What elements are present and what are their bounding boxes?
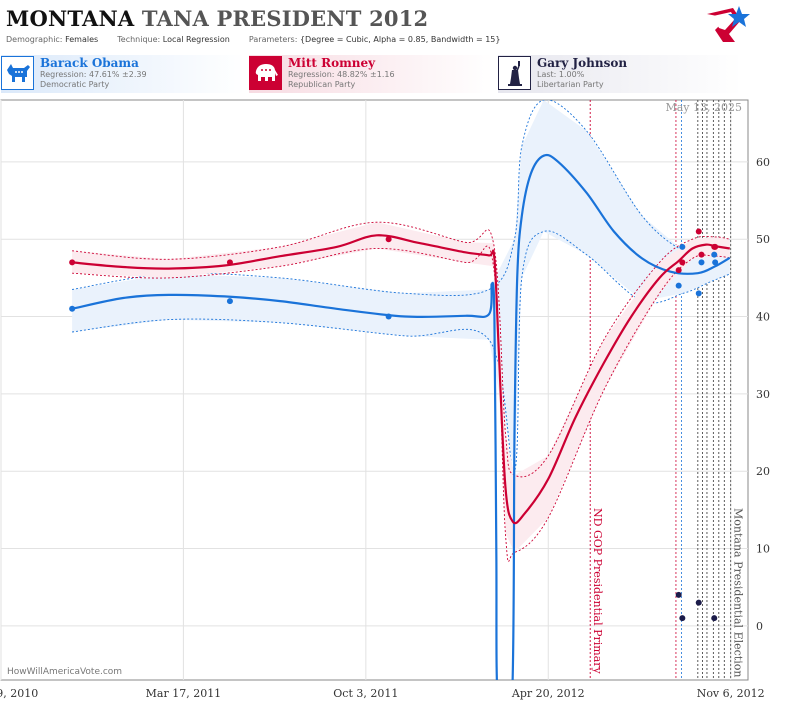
poll-point-barack-obama [711,251,718,258]
y-tick-label: 10 [756,543,770,556]
y-tick-label: 20 [756,465,770,478]
event-line-label: Montana Presidential Election [732,508,745,677]
poll-point-mitt-romney [69,259,76,266]
poll-chart: 0 10 20 30 40 50 60 Aug 29, 2010 Mar 17, 2011 Oct… [0,99,770,700]
demographic-value: Females [65,35,99,44]
chart-header: MONTANA TANA PRESIDENT 2012 Demographic:… [0,0,789,52]
poll-point-mitt-romney [679,259,686,266]
candidate-party: Democratic Party [40,80,110,89]
candidate-name: Barack Obama [40,56,139,70]
y-tick-label: 30 [756,388,770,401]
x-tick-label: Mar 17, 2011 [146,687,222,700]
candidate-name: Gary Johnson [537,56,628,70]
chart-parameters: Demographic: Females Technique: Local Re… [6,35,500,44]
parameters-label: Parameters: [248,35,298,44]
poll-point-barack-obama [385,313,392,320]
candidate-stat: Last: 1.00% [537,70,585,79]
poll-point-barack-obama [226,298,233,305]
candidate-card-obama[interactable]: Barack Obama Regression: 47.61% ±2.39 De… [1,55,245,93]
y-tick-label: 60 [756,156,770,169]
poll-point-mitt-romney [712,243,719,250]
poll-point-gary-johnson [675,591,682,598]
parameters-value: {Degree = Cubic, Alpha = 0.85, Bandwidth… [299,35,501,44]
confidence-band-barack-obama [72,100,730,472]
x-tick-label: Apr 20, 2012 [511,687,585,700]
poll-point-barack-obama [679,243,686,250]
plot-frame [0,99,749,681]
generated-date: May 13, 2025 [665,101,742,114]
candidate-card-johnson[interactable]: Gary Johnson Last: 1.00% Libertarian Par… [498,55,742,93]
poll-point-gary-johnson [695,599,702,606]
poll-point-mitt-romney [385,236,392,243]
statue-of-liberty-icon [498,56,531,90]
poll-point-gary-johnson [679,615,686,622]
chart-title: MONTANA TANA PRESIDENT 2012 [6,6,428,31]
elephant-icon [249,56,282,90]
candidate-stat: Regression: 48.82% ±1.16 [288,70,395,79]
trend-line-barack-obama [71,153,731,680]
technique-label: Technique: [117,35,161,44]
y-tick-label: 0 [756,620,763,633]
event-line-label: ND GOP Presidential Primary [591,508,604,675]
candidate-name: Mitt Romney [288,56,376,70]
poll-point-mitt-romney [675,267,682,274]
poll-point-barack-obama [698,259,705,266]
poll-point-barack-obama [69,305,76,312]
y-tick-label: 40 [756,311,770,324]
x-tick-label: Oct 3, 2011 [333,687,398,700]
demographic-label: Demographic: [6,35,63,44]
y-tick-label: 50 [756,233,770,246]
title-race: TANA PRESIDENT 2012 [141,6,429,31]
poll-point-gary-johnson [711,615,718,622]
donkey-icon [1,56,34,90]
site-logo-icon[interactable] [705,4,751,44]
poll-point-mitt-romney [226,259,233,266]
x-tick-label: Aug 29, 2010 [0,687,38,700]
technique-value: Local Regression [162,35,230,44]
lower-bound-barack-obama [72,230,730,472]
poll-point-mitt-romney [695,228,702,235]
candidate-card-romney[interactable]: Mitt Romney Regression: 48.82% ±1.16 Rep… [249,55,493,93]
candidate-party: Libertarian Party [537,80,604,89]
title-state: MONTANA [6,6,135,31]
candidate-stat: Regression: 47.61% ±2.39 [40,70,147,79]
watermark: HowWillAmericaVote.com [7,667,123,677]
candidate-legend: Barack Obama Regression: 47.61% ±2.39 De… [0,55,789,93]
trend-line-mitt-romney [71,234,730,525]
confidence-band-mitt-romney [72,222,730,553]
poll-point-barack-obama [695,290,702,297]
upper-bound-mitt-romney [72,221,730,478]
candidate-party: Republican Party [288,80,356,89]
poll-point-mitt-romney [698,251,705,258]
poll-point-barack-obama [675,282,682,289]
poll-point-barack-obama [712,259,719,266]
x-tick-label: Nov 6, 2012 [697,687,765,700]
